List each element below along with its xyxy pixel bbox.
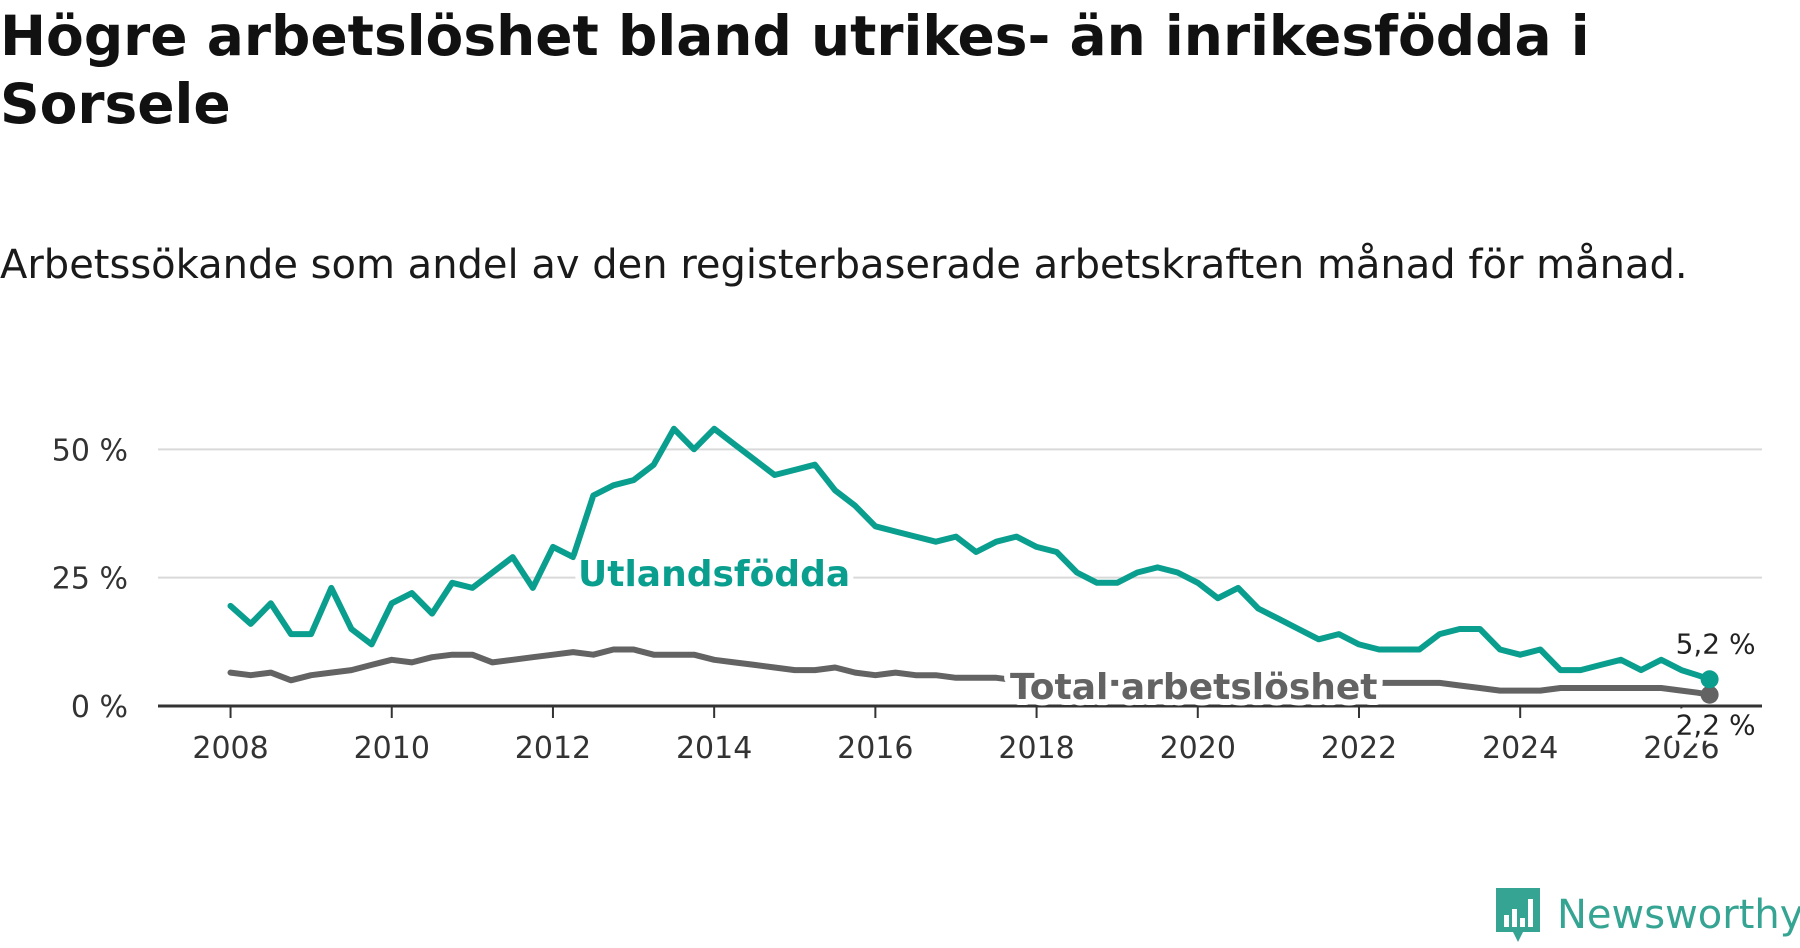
series-label-total-halo: Total arbetslöshet (1010, 667, 1378, 708)
y-tick-label: 25 % (52, 562, 128, 597)
end-label-total-halo: 2,2 % (1676, 709, 1756, 742)
x-tick-label: 2026 (1643, 731, 1719, 766)
x-tick-label: 2016 (837, 731, 913, 766)
x-tick-label: 2018 (998, 731, 1074, 766)
end-label-utlandsfodda-halo: 5,2 % (1676, 627, 1756, 660)
end-label-total: 2,2 % (1676, 709, 1756, 742)
series-label-utlandsfodda: Utlandsfödda (578, 554, 850, 595)
y-tick-label: 0 % (71, 690, 128, 725)
x-tick-label: 2014 (676, 731, 752, 766)
y-tick-label: 50 % (52, 433, 128, 468)
newsworthy-logo-icon (1496, 888, 1540, 942)
x-tick-label: 2022 (1321, 731, 1397, 766)
x-tick-label: 2010 (354, 731, 430, 766)
chart-subtitle: Arbetssökande som andel av den registerb… (0, 242, 1688, 288)
newsworthy-brand: Newsworthy (1493, 885, 1800, 945)
series-label-total: Total arbetslöshet (1010, 667, 1378, 708)
chart-title: Högre arbetslöshet bland utrikes- än inr… (0, 4, 1590, 136)
series-label-utlandsfodda-halo: Utlandsfödda (578, 554, 850, 595)
utlandsfodda-series-line (227, 425, 1713, 683)
x-tick-label: 2024 (1482, 731, 1558, 766)
total-arbetsloshet-end-point (1700, 685, 1719, 704)
x-tick-label: 2012 (515, 731, 591, 766)
x-tick-label: 2020 (1160, 731, 1236, 766)
line-chart: 0 % 25 % 50 % 2008 2010 2012 2014 2016 2018 2020 2… (52, 425, 1762, 766)
end-label-utlandsfodda: 5,2 % (1676, 627, 1756, 660)
utlandsfodda-end-point (1700, 670, 1719, 689)
x-tick-label: 2008 (192, 731, 268, 766)
brand-name: Newsworthy (1557, 892, 1800, 938)
total-arbetsloshet-series-line (227, 646, 1713, 698)
